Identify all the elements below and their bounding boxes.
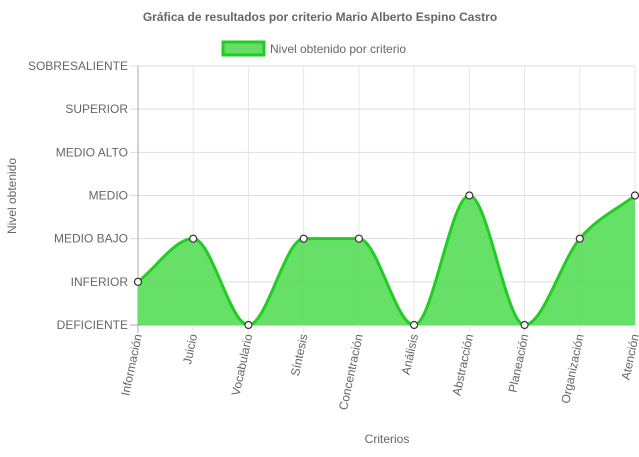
x-tick-label: Atención [619,333,639,382]
data-point[interactable] [354,234,363,243]
x-tick-label: Abstracción [450,333,477,397]
x-tick-label: Información [118,333,145,397]
y-tick-label: SUPERIOR [65,102,128,116]
x-tick-label: Organización [558,333,586,405]
legend-label[interactable]: Nivel obtenido por criterio [270,42,406,56]
x-tick-label: Juicio [180,332,200,365]
y-tick-label: SOBRESALIENTE [28,59,128,73]
legend[interactable]: Nivel obtenido por criterio [221,40,406,57]
data-point[interactable] [244,320,253,330]
plot-area [137,193,636,327]
data-point[interactable] [299,234,308,243]
x-tick-label: Concentración [336,333,366,412]
y-tick-label: MEDIO [89,189,128,203]
series-area-fill [138,195,635,325]
legend-swatch[interactable] [221,40,266,57]
y-tick-label: INFERIOR [71,275,129,289]
data-points [133,191,639,330]
y-tick-label: MEDIO BAJO [54,232,128,246]
x-axis-title: Criterios [365,432,410,446]
data-point[interactable] [410,320,419,330]
x-tick-label: Síntesis [288,333,311,378]
data-point[interactable] [189,234,198,243]
series-line [137,193,636,327]
x-tick-label: Vocabulario [229,332,256,397]
data-point[interactable] [465,191,474,200]
y-axis-ticks: DEFICIENTE INFERIOR MEDIO BAJO MEDIO MEDIO A… [28,59,128,332]
x-axis-ticks: Información Juicio Vocabulario Síntesis Conc… [118,332,639,411]
data-point[interactable] [575,234,584,243]
x-tick-label: Planeación [505,333,531,394]
data-point[interactable] [630,191,639,200]
data-point[interactable] [133,277,143,286]
y-tick-label: DEFICIENTE [57,318,128,332]
chart-title: Gráfica de resultados por criterio Mario… [143,10,497,24]
y-tick-label: MEDIO ALTO [56,145,128,159]
data-point[interactable] [520,320,529,330]
y-axis-title: Nivel obtenido [5,158,19,234]
x-tick-label: Análisis [399,333,421,376]
